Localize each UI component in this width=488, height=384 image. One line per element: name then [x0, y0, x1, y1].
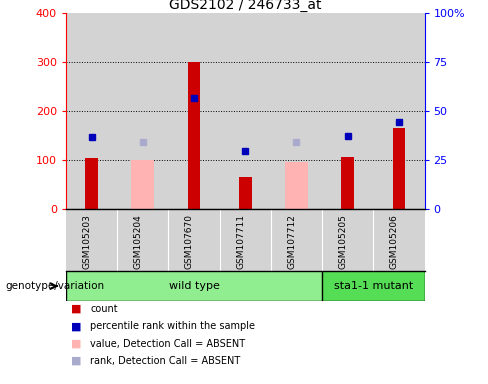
- Text: GSM105205: GSM105205: [339, 214, 347, 269]
- Bar: [373, 13, 425, 209]
- Text: ■: ■: [71, 321, 81, 331]
- Bar: [220, 13, 271, 209]
- Text: wild type: wild type: [168, 281, 220, 291]
- Text: sta1-1 mutant: sta1-1 mutant: [334, 281, 413, 291]
- Bar: [285, 162, 308, 209]
- Text: GSM105206: GSM105206: [390, 214, 399, 269]
- Text: ■: ■: [71, 356, 81, 366]
- Bar: [322, 271, 425, 301]
- Bar: [271, 13, 322, 209]
- Bar: [341, 157, 354, 209]
- Bar: [66, 13, 117, 209]
- Text: value, Detection Call = ABSENT: value, Detection Call = ABSENT: [90, 339, 245, 349]
- Bar: [239, 177, 252, 209]
- Text: ■: ■: [71, 304, 81, 314]
- Text: GSM107670: GSM107670: [185, 214, 194, 269]
- Bar: [187, 62, 201, 209]
- Title: GDS2102 / 246733_at: GDS2102 / 246733_at: [169, 0, 322, 12]
- Text: GSM107712: GSM107712: [287, 214, 297, 269]
- Text: genotype/variation: genotype/variation: [5, 281, 104, 291]
- Text: ■: ■: [71, 339, 81, 349]
- Bar: [392, 129, 406, 209]
- Bar: [131, 161, 154, 209]
- Text: rank, Detection Call = ABSENT: rank, Detection Call = ABSENT: [90, 356, 241, 366]
- Bar: [66, 271, 322, 301]
- Bar: [322, 13, 373, 209]
- Text: GSM107711: GSM107711: [236, 214, 245, 269]
- Bar: [117, 13, 168, 209]
- Bar: [85, 158, 98, 209]
- Text: GSM105203: GSM105203: [82, 214, 92, 269]
- Text: GSM105204: GSM105204: [134, 214, 143, 269]
- Text: count: count: [90, 304, 118, 314]
- Bar: [168, 13, 220, 209]
- Text: percentile rank within the sample: percentile rank within the sample: [90, 321, 255, 331]
